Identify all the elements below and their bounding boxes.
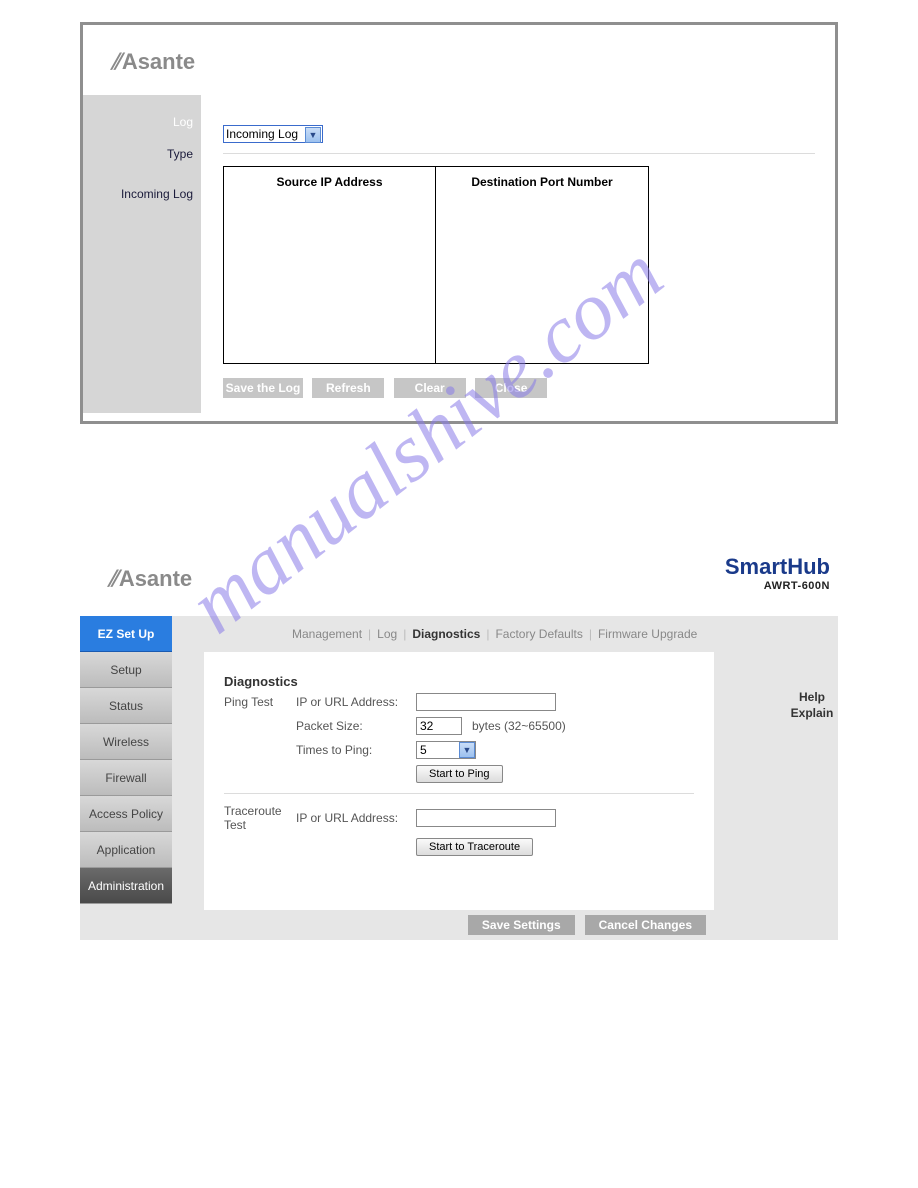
nav-administration[interactable]: Administration: [80, 868, 172, 904]
nav-firewall[interactable]: Firewall: [80, 760, 172, 796]
packet-size-label: Packet Size:: [296, 719, 416, 733]
ping-ip-row: Ping Test IP or URL Address:: [224, 693, 694, 711]
top-tabs: Management | Log | Diagnostics | Factory…: [172, 616, 838, 652]
log-window: ⫽Asante Log Type Incoming Log ▼ Source I…: [80, 22, 838, 424]
tab-separator: |: [368, 627, 371, 641]
tab-log[interactable]: Log: [377, 627, 397, 641]
ping-packet-row: Packet Size: bytes (32~65500): [224, 717, 694, 735]
times-to-ping-label: Times to Ping:: [296, 743, 416, 757]
left-nav: EZ Set Up Setup Status Wireless Firewall…: [80, 616, 172, 910]
sidebar-type-label: Type: [83, 141, 201, 181]
times-select-wrap: ▼: [416, 741, 476, 759]
logo-bars-icon: ⫽: [108, 566, 115, 591]
save-log-button[interactable]: Save the Log: [223, 378, 303, 398]
diagnostics-body: EZ Set Up Setup Status Wireless Firewall…: [80, 616, 838, 910]
ping-ip-input[interactable]: [416, 693, 556, 711]
log-button-row: Save the Log Refresh Clear Close: [223, 378, 815, 398]
close-button[interactable]: Close: [475, 378, 547, 398]
ping-ip-label: IP or URL Address:: [296, 695, 416, 709]
help-block[interactable]: Help Explain: [782, 690, 842, 721]
traceroute-section-label: Traceroute Test: [224, 804, 296, 832]
nav-setup[interactable]: Setup: [80, 652, 172, 688]
section-divider: [224, 793, 694, 794]
packet-size-suffix: bytes (32~65500): [472, 719, 566, 733]
sidebar-section-label: Incoming Log: [83, 181, 201, 201]
clear-button[interactable]: Clear: [394, 378, 466, 398]
divider: [223, 153, 815, 154]
brand-block: SmartHub AWRT-600N: [725, 554, 830, 592]
cancel-changes-button[interactable]: Cancel Changes: [585, 915, 706, 935]
tab-diagnostics[interactable]: Diagnostics: [412, 627, 480, 641]
nav-wireless[interactable]: Wireless: [80, 724, 172, 760]
brand-title: SmartHub: [725, 554, 830, 580]
log-table: Source IP Address Destination Port Numbe…: [223, 166, 649, 364]
logo-text: Asante: [122, 49, 195, 74]
ping-times-row: Times to Ping: ▼: [224, 741, 694, 759]
tab-separator: |: [589, 627, 592, 641]
nav-application[interactable]: Application: [80, 832, 172, 868]
traceroute-ip-label: IP or URL Address:: [296, 811, 416, 825]
tab-management[interactable]: Management: [292, 627, 362, 641]
asante-logo-2: ⫽Asante: [108, 566, 192, 592]
traceroute-ip-input[interactable]: [416, 809, 556, 827]
help-line2: Explain: [782, 706, 842, 722]
start-traceroute-button[interactable]: Start to Traceroute: [416, 838, 533, 856]
tab-separator: |: [486, 627, 489, 641]
type-select-wrap: ▼: [223, 125, 323, 143]
save-settings-button[interactable]: Save Settings: [468, 915, 575, 935]
diagnostics-window: ⫽Asante SmartHub AWRT-600N EZ Set Up Set…: [80, 554, 838, 940]
type-select[interactable]: [223, 125, 323, 143]
times-to-ping-select[interactable]: [416, 741, 476, 759]
diagnostics-panel: Diagnostics Ping Test IP or URL Address:…: [204, 652, 714, 910]
tab-separator: |: [403, 627, 406, 641]
start-ping-button[interactable]: Start to Ping: [416, 765, 503, 783]
table-col-dest-port: Destination Port Number: [436, 167, 648, 363]
traceroute-ip-row: Traceroute Test IP or URL Address:: [224, 804, 694, 832]
footer-bar: Save Settings Cancel Changes: [80, 910, 838, 940]
asante-logo: ⫽Asante: [111, 49, 195, 75]
nav-access-policy[interactable]: Access Policy: [80, 796, 172, 832]
tab-factory-defaults[interactable]: Factory Defaults: [495, 627, 582, 641]
packet-size-input[interactable]: [416, 717, 462, 735]
ping-button-row: Start to Ping: [224, 765, 694, 783]
table-col-source-ip: Source IP Address: [224, 167, 436, 363]
log-main: ▼ Source IP Address Destination Port Num…: [223, 125, 815, 398]
refresh-button[interactable]: Refresh: [312, 378, 384, 398]
sidebar-header: Log: [83, 95, 201, 141]
traceroute-button-row: Start to Traceroute: [224, 838, 694, 856]
help-line1: Help: [782, 690, 842, 706]
content-wrap: Management | Log | Diagnostics | Factory…: [172, 616, 838, 910]
logo-text: Asante: [119, 566, 192, 591]
panel-heading: Diagnostics: [224, 674, 694, 689]
logo-bars-icon: ⫽: [111, 49, 118, 74]
log-sidebar: Log Type Incoming Log: [83, 95, 201, 413]
diagnostics-header: ⫽Asante SmartHub AWRT-600N: [80, 554, 838, 616]
tab-firmware-upgrade[interactable]: Firmware Upgrade: [598, 627, 697, 641]
ping-section-label: Ping Test: [224, 695, 296, 709]
nav-status[interactable]: Status: [80, 688, 172, 724]
brand-model: AWRT-600N: [725, 580, 830, 592]
nav-ez-setup[interactable]: EZ Set Up: [80, 616, 172, 652]
